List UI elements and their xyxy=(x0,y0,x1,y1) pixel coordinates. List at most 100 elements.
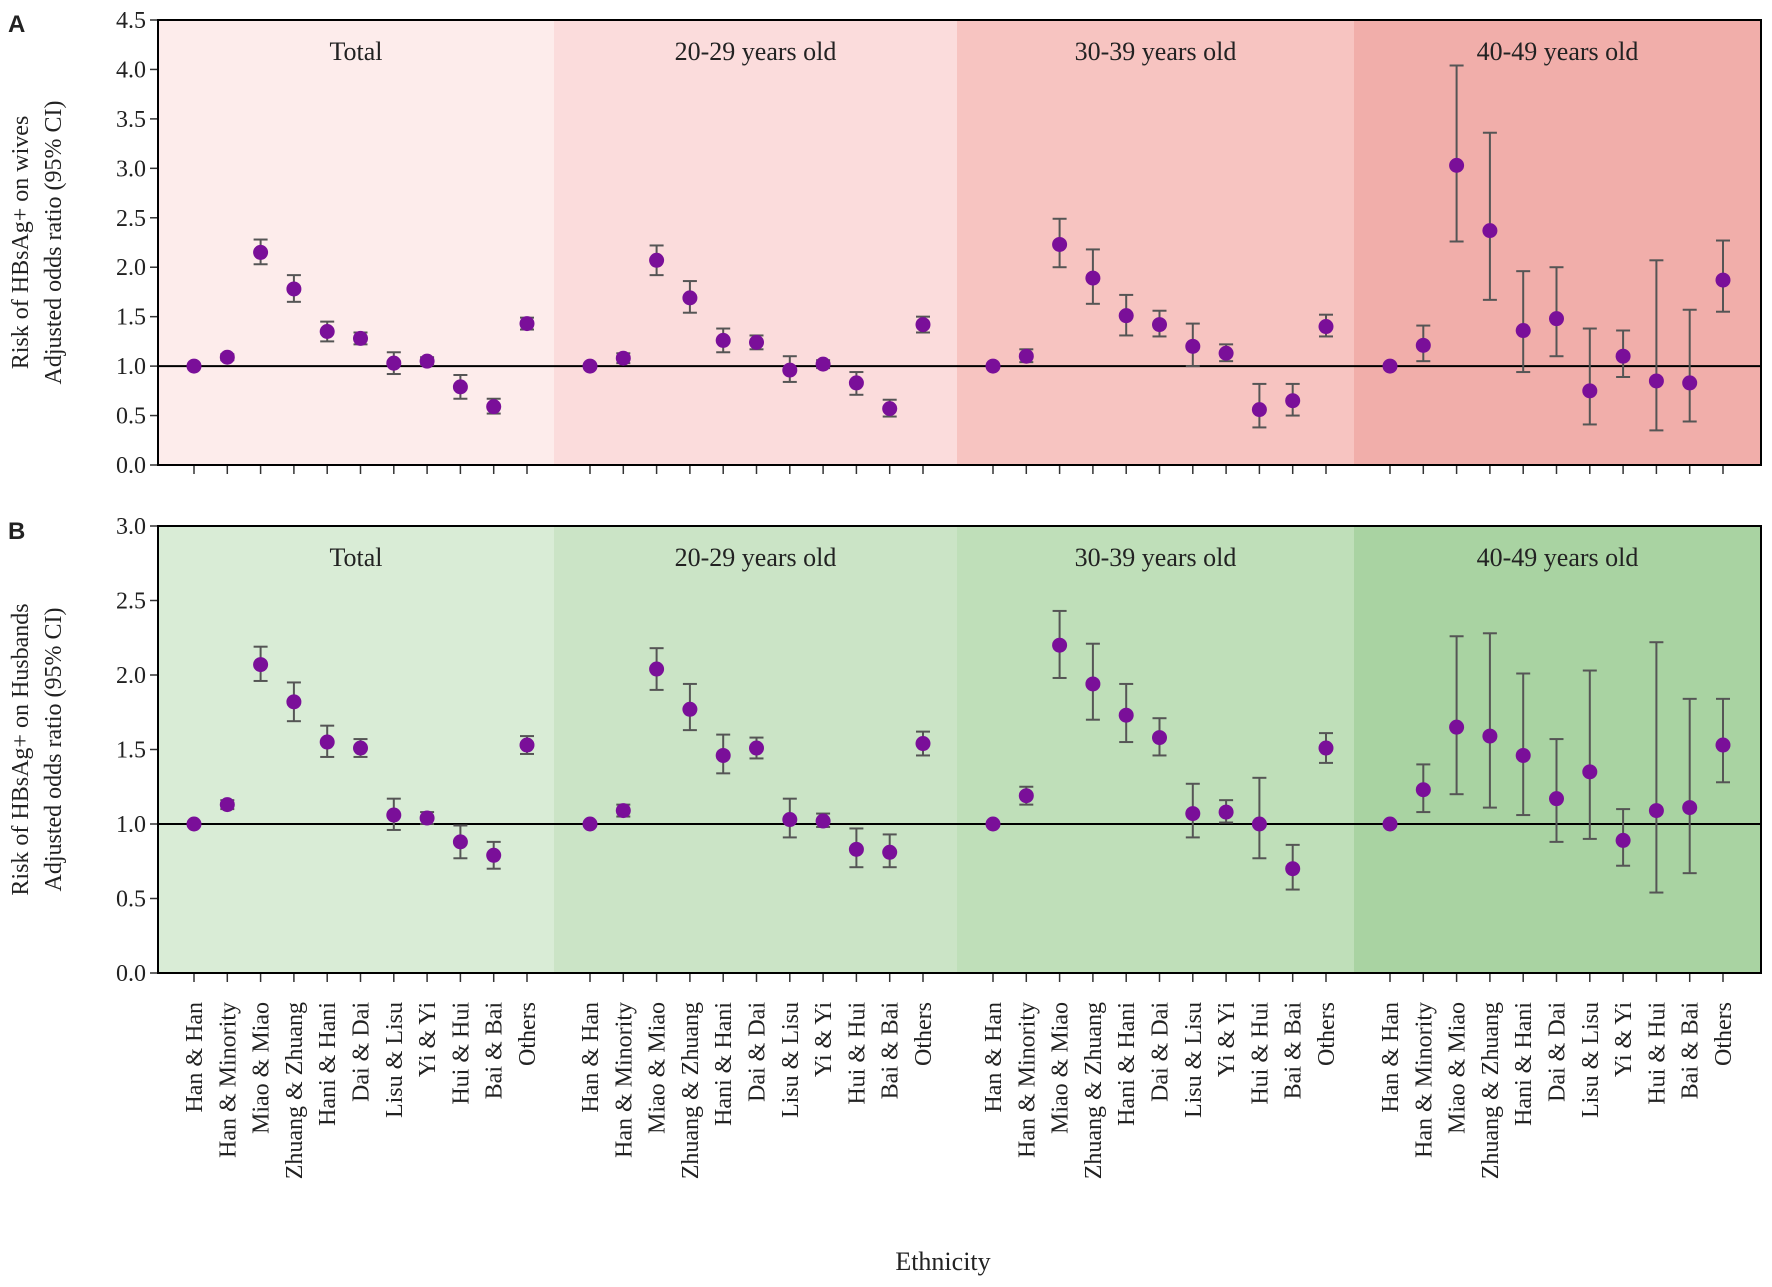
x-category-label: Zhuang & Zhuang xyxy=(1478,1002,1504,1179)
x-category-label: Han & Han xyxy=(981,1002,1007,1113)
data-point-20-29-years-old-miao-and-miao xyxy=(649,252,665,268)
data-point-30-39-years-old-miao-and-miao xyxy=(1052,236,1068,252)
data-point-40-49-years-old-miao-and-miao xyxy=(1449,719,1465,735)
x-category-label: Zhuang & Zhuang xyxy=(1081,1002,1107,1179)
group-title-30-39-years-old: 30-39 years old xyxy=(1075,543,1237,572)
x-category-label: Bai & Bai xyxy=(1281,1002,1307,1100)
data-point-40-49-years-old-yi-and-yi xyxy=(1615,832,1631,848)
data-point-total-others xyxy=(519,737,535,753)
data-point-30-39-years-old-zhuang-and-zhuang xyxy=(1085,270,1101,286)
y-tick-label: 1.0 xyxy=(116,354,146,380)
data-point-20-29-years-old-yi-and-yi xyxy=(815,813,831,829)
x-axis-category-labels: Han & Han Han & Minority Miao & Miao Zhuang… xyxy=(182,1002,1737,1180)
data-point-total-hani-and-hani xyxy=(319,734,335,750)
x-category-label: Han & Minority xyxy=(611,1002,637,1158)
data-point-total-han-and-minority xyxy=(219,797,235,813)
data-point-40-49-years-old-hui-and-hui xyxy=(1648,373,1664,389)
data-point-20-29-years-old-dai-and-dai xyxy=(749,334,764,350)
x-category-label: Others xyxy=(911,1002,937,1066)
y-tick-label: 2.0 xyxy=(116,663,146,689)
y-axis-title-line-1: Risk of HBsAg+ on wives xyxy=(8,116,34,370)
x-category-label: Dai & Dai xyxy=(1148,1002,1174,1102)
group-background-40-49-years-old xyxy=(1354,20,1761,465)
y-tick-label: 1.0 xyxy=(116,812,146,838)
data-point-total-hani-and-hani xyxy=(319,324,335,339)
x-category-label: Lisu & Lisu xyxy=(1181,1002,1207,1118)
x-category-label: Others xyxy=(1314,1002,1340,1066)
group-title-total: Total xyxy=(329,543,382,572)
data-point-total-hui-and-hui xyxy=(452,379,468,395)
data-point-30-39-years-old-bai-and-bai xyxy=(1285,861,1301,877)
data-point-20-29-years-old-han-and-minority xyxy=(615,803,631,819)
data-point-total-han-and-han xyxy=(186,816,202,832)
data-point-30-39-years-old-hui-and-hui xyxy=(1251,402,1267,418)
data-point-30-39-years-old-han-and-minority xyxy=(1018,348,1034,364)
data-point-20-29-years-old-miao-and-miao xyxy=(649,661,665,677)
data-point-40-49-years-old-dai-and-dai xyxy=(1549,311,1564,327)
data-point-total-dai-and-dai xyxy=(353,330,368,346)
data-point-total-hui-and-hui xyxy=(452,834,468,850)
x-category-label: Miao & Miao xyxy=(1445,1002,1471,1134)
y-tick-label: 0.5 xyxy=(116,404,146,430)
y-tick-label: 3.0 xyxy=(116,156,146,182)
panel-a-wives: 0.0 0.5 1.0 1.5 2.0 2.5 3.0 3.5 4.0 4.5 Total 20-29… xyxy=(8,8,1762,479)
x-category-label: Dai & Dai xyxy=(1545,1002,1571,1102)
x-category-label: Zhuang & Zhuang xyxy=(678,1002,704,1179)
data-point-20-29-years-old-others xyxy=(915,317,931,333)
x-category-label: Lisu & Lisu xyxy=(778,1002,804,1118)
data-point-40-49-years-old-miao-and-miao xyxy=(1449,157,1465,173)
x-category-label: Hui & Hui xyxy=(844,1002,870,1105)
data-point-20-29-years-old-bai-and-bai xyxy=(882,401,898,417)
data-point-30-39-years-old-lisu-and-lisu xyxy=(1185,806,1201,822)
data-point-40-49-years-old-lisu-and-lisu xyxy=(1582,764,1598,780)
x-category-label: Lisu & Lisu xyxy=(1578,1002,1604,1118)
data-point-40-49-years-old-han-and-minority xyxy=(1415,782,1431,798)
data-point-20-29-years-old-hani-and-hani xyxy=(715,747,731,763)
group-background-30-39-years-old xyxy=(957,20,1354,465)
y-tick-label: 2.5 xyxy=(116,206,146,232)
data-point-40-49-years-old-others xyxy=(1715,737,1731,753)
data-point-30-39-years-old-yi-and-yi xyxy=(1218,804,1234,820)
x-category-label: Miao & Miao xyxy=(1048,1002,1074,1134)
y-tick-label: 2.0 xyxy=(116,255,146,281)
x-category-label: Hani & Hani xyxy=(1114,1002,1140,1126)
x-category-label: Yi & Yi xyxy=(1611,1002,1637,1077)
y-tick-label: 2.5 xyxy=(116,589,146,615)
group-title-30-39-years-old: 30-39 years old xyxy=(1075,37,1237,66)
data-point-total-bai-and-bai xyxy=(486,399,502,415)
y-tick-label: 4.0 xyxy=(116,57,146,83)
data-point-20-29-years-old-yi-and-yi xyxy=(815,356,831,372)
data-point-30-39-years-old-hani-and-hani xyxy=(1118,707,1134,723)
data-point-40-49-years-old-hui-and-hui xyxy=(1648,803,1664,819)
group-title-20-29-years-old: 20-29 years old xyxy=(675,37,837,66)
y-tick-label: 3.5 xyxy=(116,107,146,133)
panel-b-husbands: 0.0 0.5 1.0 1.5 2.0 2.5 3.0 Total 20-29 years ol… xyxy=(8,514,1762,987)
data-point-total-han-and-han xyxy=(186,358,202,374)
data-point-20-29-years-old-zhuang-and-zhuang xyxy=(682,290,698,306)
data-point-30-39-years-old-han-and-minority xyxy=(1018,788,1034,804)
x-category-label: Han & Han xyxy=(182,1002,208,1113)
x-category-label: Han & Minority xyxy=(1014,1002,1040,1158)
x-category-label: Hui & Hui xyxy=(1247,1002,1273,1105)
group-background-20-29-years-old xyxy=(554,20,957,465)
x-category-label: Yi & Yi xyxy=(811,1002,837,1077)
data-point-40-49-years-old-zhuang-and-zhuang xyxy=(1482,223,1498,239)
x-category-label: Han & Minority xyxy=(215,1002,241,1158)
x-category-label: Yi & Yi xyxy=(415,1002,441,1077)
x-category-label: Dai & Dai xyxy=(745,1002,771,1102)
data-point-total-lisu-and-lisu xyxy=(386,355,402,371)
x-category-label: Hani & Hani xyxy=(711,1002,737,1126)
data-point-30-39-years-old-dai-and-dai xyxy=(1152,317,1167,333)
group-title-total: Total xyxy=(329,37,382,66)
data-point-20-29-years-old-han-and-han xyxy=(582,816,598,832)
x-category-label: Dai & Dai xyxy=(349,1002,375,1102)
x-category-label: Han & Han xyxy=(578,1002,604,1113)
data-point-20-29-years-old-hui-and-hui xyxy=(848,841,864,857)
y-tick-label: 0.5 xyxy=(116,887,146,913)
data-point-30-39-years-old-bai-and-bai xyxy=(1285,393,1301,409)
data-point-40-49-years-old-dai-and-dai xyxy=(1549,791,1564,807)
data-point-40-49-years-old-hani-and-hani xyxy=(1515,323,1531,339)
y-tick-label: 0.0 xyxy=(116,453,146,479)
plot-frame xyxy=(157,19,1762,466)
data-point-40-49-years-old-bai-and-bai xyxy=(1682,800,1698,816)
